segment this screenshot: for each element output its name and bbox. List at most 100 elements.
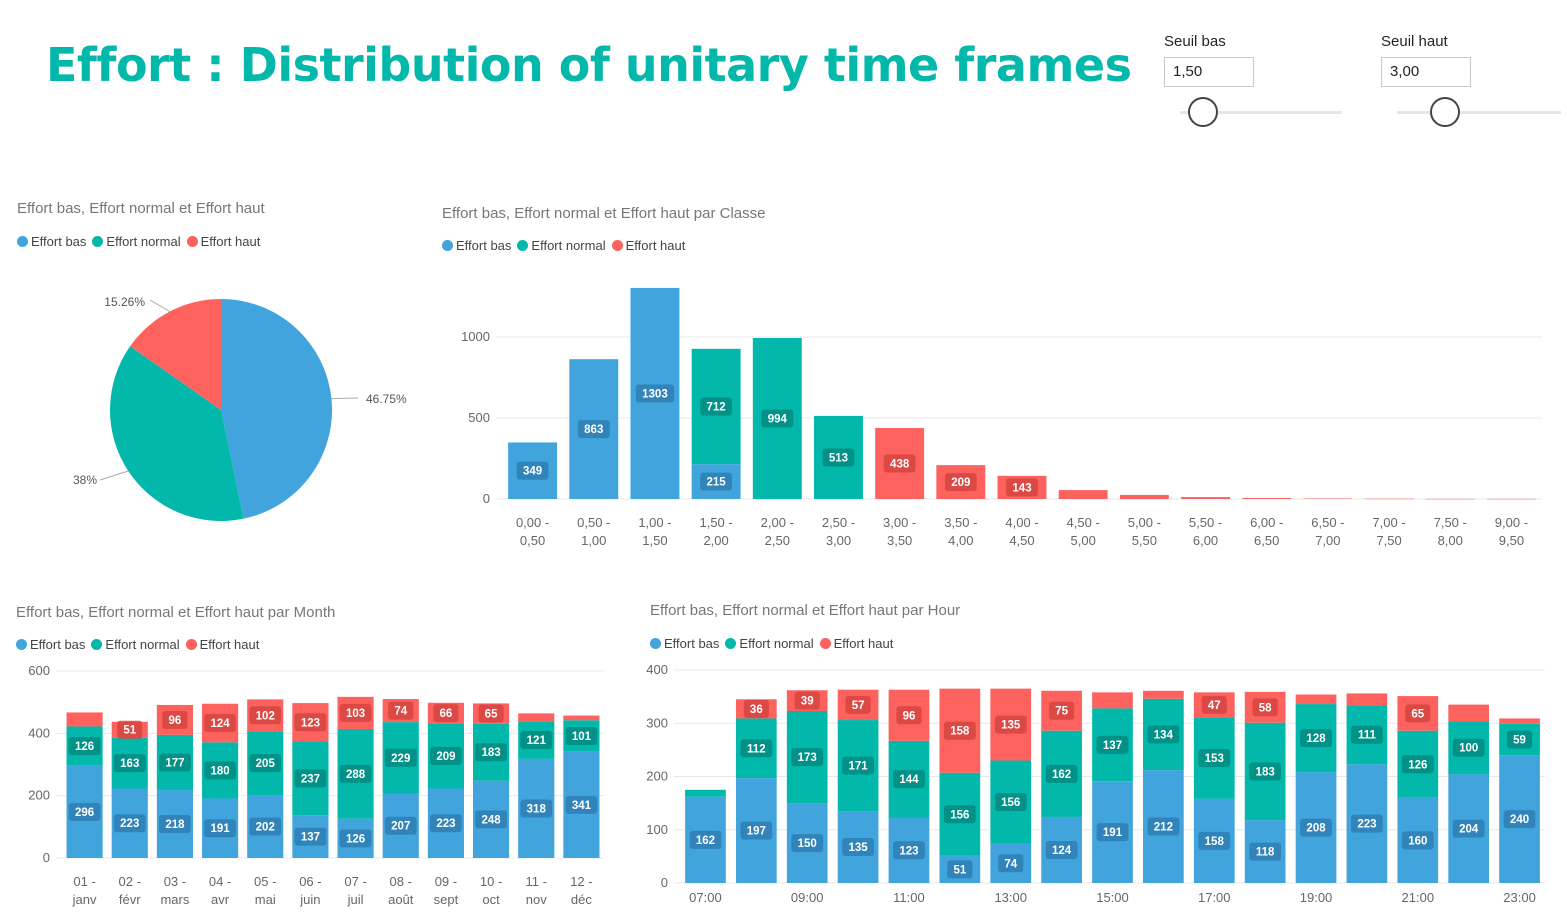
x-tick-label: août <box>388 892 414 907</box>
legend-item-normal[interactable]: Effort normal <box>517 238 606 253</box>
data-label: 160 <box>1408 835 1427 847</box>
x-tick-label: 15:00 <box>1096 890 1129 905</box>
x-tick-label: 07 - <box>344 874 366 889</box>
data-label-bg <box>204 819 236 838</box>
y-tick-label: 600 <box>28 663 50 678</box>
data-label-bg <box>1401 755 1434 774</box>
data-label: 156 <box>950 809 969 821</box>
bar-segment[interactable] <box>685 789 726 797</box>
data-label-bg <box>294 827 327 846</box>
data-label: 349 <box>523 466 542 478</box>
x-tick-label: 0,50 <box>520 533 545 548</box>
data-label-bg <box>998 854 1024 873</box>
bar-segment[interactable] <box>1346 693 1388 706</box>
pie-slice[interactable] <box>109 346 244 522</box>
bar-segment[interactable] <box>1295 694 1337 705</box>
data-label-bg <box>994 715 1027 734</box>
bar-segment[interactable] <box>1242 498 1292 499</box>
data-label: 123 <box>899 845 918 857</box>
data-label-bg <box>761 409 794 428</box>
x-tick-label: 3,50 <box>887 533 912 548</box>
data-label-bg <box>1045 764 1078 783</box>
bar-segment[interactable] <box>66 712 103 727</box>
data-label-bg <box>1006 478 1038 497</box>
x-tick-label: 2,50 <box>765 533 790 548</box>
legend-item-haut[interactable]: Effort haut <box>611 238 685 253</box>
bar-segment[interactable] <box>1448 704 1490 722</box>
data-label-bg <box>249 706 282 725</box>
data-label-bg <box>1249 762 1282 781</box>
bar-segment[interactable] <box>1092 692 1133 709</box>
data-label: 240 <box>1510 814 1529 826</box>
data-label: 202 <box>256 822 275 834</box>
pie-leader-line <box>99 470 129 481</box>
legend-item-haut[interactable]: Effort haut <box>819 636 893 651</box>
data-label: 156 <box>1001 797 1020 809</box>
bar-segment[interactable] <box>563 715 600 721</box>
data-label-bg <box>384 748 417 767</box>
data-label-bg <box>822 448 855 467</box>
bar-segment[interactable] <box>1486 498 1536 500</box>
data-label-bg <box>159 815 191 834</box>
classe-chart: 0 500 1000 349 0,00 - 0,50 863 0,50 - 1,00 1303 1,… <box>461 287 1542 548</box>
x-tick-label: 3,00 - <box>883 515 916 530</box>
seuil-bas-handle[interactable] <box>1188 97 1218 127</box>
bar-segment[interactable] <box>1364 498 1414 500</box>
seuil-haut-handle[interactable] <box>1430 97 1460 127</box>
legend-dot-icon <box>725 638 737 649</box>
data-label-bg <box>294 769 327 788</box>
data-label-bg <box>339 703 372 722</box>
pie-slice[interactable] <box>130 299 221 410</box>
data-label: 207 <box>391 821 410 833</box>
legend-item-bas[interactable]: Effort bas <box>442 238 511 253</box>
data-label-bg <box>1401 831 1434 850</box>
y-tick-label: 400 <box>646 662 668 677</box>
data-label-bg <box>478 704 504 723</box>
x-tick-label: oct <box>482 892 500 907</box>
bar-segment[interactable] <box>1425 498 1475 500</box>
data-label-bg <box>943 721 976 740</box>
bar-segment[interactable] <box>1119 494 1169 499</box>
bar-segment[interactable] <box>1058 490 1108 499</box>
x-tick-label: 1,00 - <box>638 515 671 530</box>
month-chart: 0 200 400 600 296 126 01 - janv 223 163 51 02 - févr… <box>28 663 604 907</box>
legend-item-bas[interactable]: Effort bas <box>650 636 719 651</box>
y-tick-label: 0 <box>661 875 668 890</box>
data-label: 102 <box>256 710 275 722</box>
x-tick-label: 4,50 - <box>1067 515 1100 530</box>
data-label-bg <box>113 814 146 833</box>
data-label: 135 <box>1001 720 1021 732</box>
data-label-bg <box>1096 823 1129 842</box>
bar-segment[interactable] <box>1181 497 1230 499</box>
legend-item-haut[interactable]: Effort haut <box>186 234 260 249</box>
seuil-haut-track[interactable] <box>1397 111 1561 114</box>
data-label: 183 <box>481 747 500 759</box>
legend-item-bas[interactable]: Effort bas <box>17 234 86 249</box>
data-label-bg <box>791 834 824 853</box>
legend-item-normal[interactable]: Effort normal <box>91 637 180 652</box>
legend-item-bas[interactable]: Effort bas <box>16 637 85 652</box>
x-tick-label: 4,00 - <box>1005 515 1038 530</box>
bar-segment[interactable] <box>1303 498 1353 500</box>
legend-item-normal[interactable]: Effort normal <box>92 234 181 249</box>
legend-item-normal[interactable]: Effort normal <box>725 636 814 651</box>
seuil-bas-track[interactable] <box>1180 111 1342 114</box>
pie-slice[interactable] <box>221 299 333 519</box>
data-label: 223 <box>120 818 139 830</box>
seuil-bas-input[interactable]: 1,50 <box>1164 57 1254 87</box>
legend-dot-icon <box>819 638 831 649</box>
y-tick-label: 0 <box>483 491 490 506</box>
data-label: 51 <box>953 864 966 876</box>
y-tick-label: 0 <box>43 850 50 865</box>
seuil-haut-input[interactable]: 3,00 <box>1381 57 1471 87</box>
bar-segment[interactable] <box>518 713 555 722</box>
data-label: 112 <box>747 743 766 755</box>
x-tick-label: 04 - <box>209 874 231 889</box>
legend-item-haut[interactable]: Effort haut <box>185 637 259 652</box>
bar-segment[interactable] <box>1499 718 1540 724</box>
data-label-bg <box>791 748 824 767</box>
y-tick-label: 500 <box>468 410 490 425</box>
page-title: Effort : Distribution of unitary time fr… <box>46 38 1132 92</box>
y-tick-label: 400 <box>28 725 50 740</box>
bar-segment[interactable] <box>1143 690 1184 699</box>
